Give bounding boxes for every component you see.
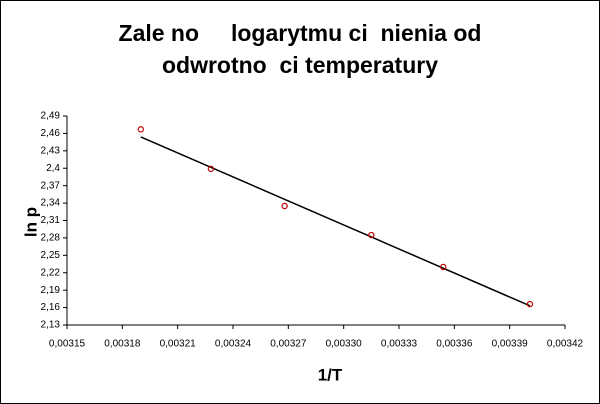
y-tick-label: 2,46 — [41, 128, 61, 139]
point — [137, 126, 144, 133]
x-tick-label: 0,00330 — [326, 339, 363, 350]
x-tick-label: 0,00324 — [215, 339, 252, 350]
y-tick-label: 2,43 — [41, 145, 61, 156]
point — [526, 300, 534, 308]
point — [281, 202, 288, 210]
y-tick-label: 2,4 — [46, 163, 60, 174]
y-tick-label: 2,13 — [41, 320, 61, 331]
y-tick-label: 2,37 — [41, 180, 61, 191]
x-tick-label: 0,00318 — [104, 339, 141, 350]
x-tick-label: 0,00336 — [436, 339, 473, 350]
chart-title: odwrotno ci temperatury — [162, 52, 438, 78]
x-tick-label: 0,00339 — [492, 339, 529, 350]
y-tick-label: 2,49 — [41, 111, 61, 122]
y-axis-label: ln p — [21, 207, 40, 237]
x-tick-label: 0,00321 — [160, 339, 197, 350]
y-tick-label: 2,19 — [41, 285, 61, 296]
chart-title: Zale no logarytmu ci nienia od — [119, 20, 482, 46]
trendline — [140, 136, 531, 307]
x-tick-label: 0,00315 — [49, 339, 86, 350]
x-axis-label: 1/T — [318, 365, 343, 384]
point — [440, 263, 447, 271]
point — [368, 231, 375, 239]
y-tick-label: 2,22 — [41, 267, 61, 278]
x-tick-label: 0,00342 — [547, 339, 584, 350]
y-tick-label: 2,34 — [41, 198, 61, 209]
x-tick-label: 0,00327 — [270, 339, 307, 350]
x-tick-label: 0,00333 — [381, 339, 418, 350]
y-tick-label: 2,28 — [41, 233, 61, 244]
y-tick-label: 2,16 — [41, 302, 61, 313]
point — [207, 165, 215, 173]
y-tick-label: 2,31 — [41, 215, 61, 226]
y-tick-label: 2,25 — [41, 250, 61, 261]
